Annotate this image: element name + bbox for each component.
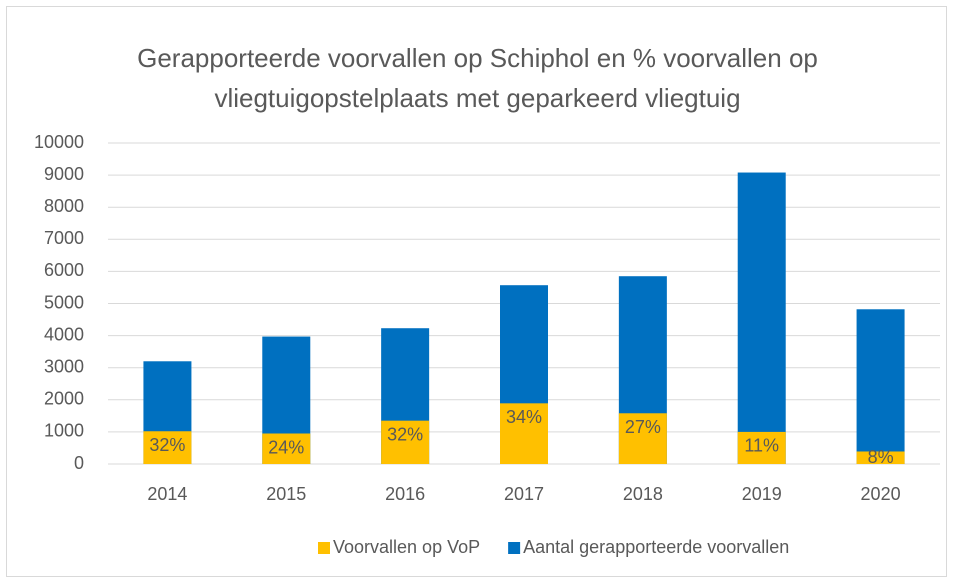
y-tick-label: 8000: [44, 196, 84, 216]
x-tick-label: 2016: [385, 484, 425, 504]
x-tick-label: 2018: [623, 484, 663, 504]
y-tick-label: 3000: [44, 356, 84, 376]
y-tick-label: 5000: [44, 292, 84, 312]
legend-label: Aantal gerapporteerde voorvallen: [523, 537, 789, 557]
chart-border: [6, 6, 947, 577]
x-tick-label: 2019: [742, 484, 782, 504]
legend-swatch: [318, 542, 330, 554]
data-label: 34%: [506, 407, 542, 427]
data-label: 32%: [149, 435, 185, 455]
y-tick-label: 10000: [34, 132, 84, 152]
title-box: Gerapporteerde voorvallen op Schiphol en…: [0, 38, 955, 118]
data-label: 32%: [387, 424, 423, 444]
y-tick-label: 9000: [44, 164, 84, 184]
bar: [737, 172, 786, 465]
y-tick-label: 2000: [44, 389, 84, 409]
y-tick-label: 7000: [44, 228, 84, 248]
bar: [381, 420, 430, 464]
legend-label: Voorvallen op VoP: [333, 537, 480, 557]
y-tick-label: 1000: [44, 421, 84, 441]
x-tick-label: 2015: [266, 484, 306, 504]
bar: [737, 431, 786, 464]
bar: [856, 451, 905, 464]
bar: [143, 431, 192, 464]
x-tick-label: 2014: [147, 484, 187, 504]
bar: [618, 413, 667, 464]
bar: [500, 403, 548, 464]
data-label: 8%: [868, 447, 894, 467]
x-tick-label: 2020: [861, 484, 901, 504]
bar: [856, 309, 905, 464]
data-label: 27%: [625, 417, 661, 437]
bar: [262, 433, 311, 464]
legend-swatch: [508, 542, 521, 554]
chart-title: Gerapporteerde voorvallen op Schiphol en…: [137, 43, 818, 113]
data-label: 24%: [268, 437, 304, 457]
y-tick-label: 6000: [44, 260, 84, 280]
y-tick-label: 0: [74, 453, 84, 473]
data-label: 11%: [744, 436, 779, 456]
y-tick-label: 4000: [44, 324, 84, 344]
x-tick-label: 2017: [504, 484, 544, 504]
